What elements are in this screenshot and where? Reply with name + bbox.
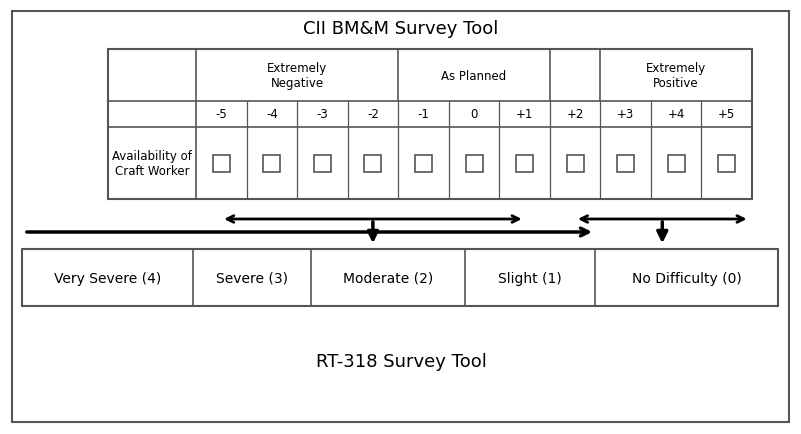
Bar (718, 155, 735, 172)
Text: +3: +3 (617, 108, 634, 121)
Text: -1: -1 (417, 108, 429, 121)
Text: +1: +1 (516, 108, 533, 121)
Text: Extremely
Negative: Extremely Negative (267, 62, 328, 90)
Bar (264, 155, 280, 172)
Text: Slight (1): Slight (1) (498, 271, 562, 285)
Text: 0: 0 (470, 108, 477, 121)
Bar (415, 155, 432, 172)
Bar (566, 155, 584, 172)
Text: +5: +5 (718, 108, 735, 121)
Text: Availability of
Craft Worker: Availability of Craft Worker (112, 150, 192, 178)
Bar (465, 155, 482, 172)
Text: Moderate (2): Moderate (2) (343, 271, 433, 285)
Text: +4: +4 (667, 108, 685, 121)
Text: No Difficulty (0): No Difficulty (0) (631, 271, 742, 285)
Text: +2: +2 (566, 108, 584, 121)
Bar (22, 250, 778, 306)
Text: As Planned: As Planned (441, 69, 506, 82)
Text: RT-318 Survey Tool: RT-318 Survey Tool (316, 352, 486, 370)
Bar (516, 155, 533, 172)
Bar (213, 155, 230, 172)
Text: CII BM&M Survey Tool: CII BM&M Survey Tool (304, 20, 499, 38)
Text: -4: -4 (266, 108, 278, 121)
Bar (617, 155, 634, 172)
Text: Extremely
Positive: Extremely Positive (646, 62, 706, 90)
Bar (108, 50, 752, 200)
Text: Very Severe (4): Very Severe (4) (54, 271, 161, 285)
Text: -2: -2 (367, 108, 379, 121)
Text: -3: -3 (316, 108, 328, 121)
Bar (314, 155, 331, 172)
Text: -5: -5 (215, 108, 227, 121)
Bar (668, 155, 685, 172)
Bar (364, 155, 381, 172)
Text: Severe (3): Severe (3) (216, 271, 288, 285)
